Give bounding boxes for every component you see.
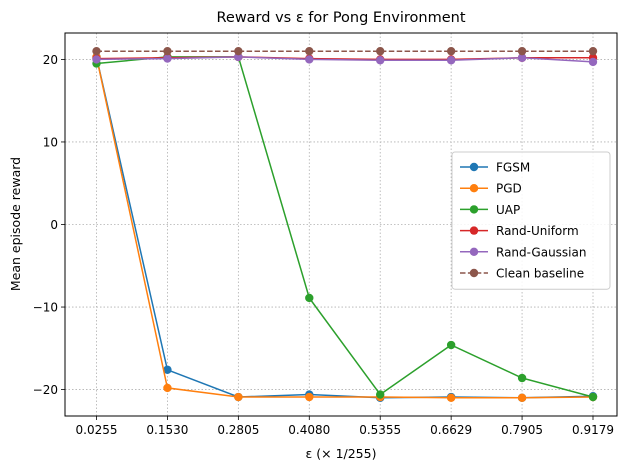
pgd-point <box>446 393 456 403</box>
chart-title: Reward vs ε for Pong Environment <box>216 10 465 26</box>
clean-baseline-point <box>163 46 172 56</box>
legend-marker-fgsm <box>469 162 479 172</box>
clean-baseline-point <box>234 46 243 56</box>
legend-marker-rand-gaussian <box>469 247 479 256</box>
y-tick-label: 10 <box>43 135 58 149</box>
legend-marker-clean-baseline <box>469 268 479 278</box>
uap-point <box>517 373 527 383</box>
legend-marker-pgd <box>469 184 479 193</box>
clean-baseline-point <box>517 46 527 56</box>
x-tick-label: 0.4080 <box>288 423 330 437</box>
legend-marker-rand-uniform <box>469 226 479 235</box>
uap-point <box>446 340 456 350</box>
clean-baseline-point <box>92 46 101 56</box>
y-axis-label: Mean episode reward <box>8 157 23 291</box>
y-tick-label: −20 <box>33 383 58 397</box>
x-tick-label: 0.1530 <box>146 423 188 437</box>
clean-baseline-point <box>588 46 598 56</box>
x-tick-label: 0.6629 <box>430 423 472 437</box>
x-tick-label: 0.9179 <box>572 423 614 437</box>
pgd-point <box>305 392 314 402</box>
y-axis-ticks: −20 −10 0 10 20 <box>33 53 65 397</box>
y-tick-label: 20 <box>43 53 58 67</box>
rand-gaussian-line <box>96 56 594 63</box>
clean-baseline-point <box>376 46 385 56</box>
legend-label-pgd: PGD <box>496 182 522 196</box>
rand-gaussian-point <box>234 52 243 62</box>
legend-label-fgsm: FGSM <box>496 161 530 175</box>
legend-label-rand-gaussian: Rand-Gaussian <box>496 245 586 259</box>
legend-marker-uap <box>469 205 479 214</box>
x-tick-label: 0.7905 <box>501 423 543 437</box>
legend: FGSM PGD UAP Rand-Uniform Rand-Gaussian Clean… <box>451 151 611 290</box>
clean-baseline-point <box>305 46 314 56</box>
x-tick-label: 0.0255 <box>76 423 118 437</box>
x-tick-label: 0.2805 <box>217 423 259 437</box>
fgsm-point <box>163 365 172 374</box>
pgd-point <box>517 393 527 403</box>
uap-point <box>305 293 314 303</box>
x-axis-ticks: 0.0255 0.1530 0.2805 0.4080 0.5355 0.6629 0.79… <box>76 416 614 437</box>
clean-baseline-point <box>446 46 456 56</box>
y-tick-label: −10 <box>33 301 58 315</box>
legend-label-rand-uniform: Rand-Uniform <box>496 224 579 238</box>
x-tick-label: 0.5355 <box>359 423 401 437</box>
x-axis-label: ε (× 1/255) <box>306 446 377 461</box>
rand-gaussian-point <box>305 55 314 64</box>
pgd-point <box>163 383 172 393</box>
series-rand-gaussian <box>92 52 598 67</box>
rand-gaussian-point <box>588 57 598 67</box>
y-tick-label: 0 <box>50 218 58 232</box>
rand-gaussian-point <box>163 54 172 63</box>
pgd-point <box>234 392 243 402</box>
rand-gaussian-point <box>376 56 385 65</box>
series-clean-baseline <box>92 46 598 56</box>
legend-label-uap: UAP <box>496 203 520 217</box>
series-pgd <box>92 52 598 403</box>
series-group <box>92 46 598 403</box>
legend-label-clean-baseline: Clean baseline <box>496 267 584 281</box>
rand-gaussian-point <box>517 53 527 62</box>
legend-box <box>451 151 611 290</box>
rand-gaussian-point <box>446 56 456 65</box>
uap-point <box>588 392 598 402</box>
pgd-line <box>95 56 594 399</box>
uap-point <box>376 390 385 399</box>
rand-gaussian-point <box>92 55 101 64</box>
